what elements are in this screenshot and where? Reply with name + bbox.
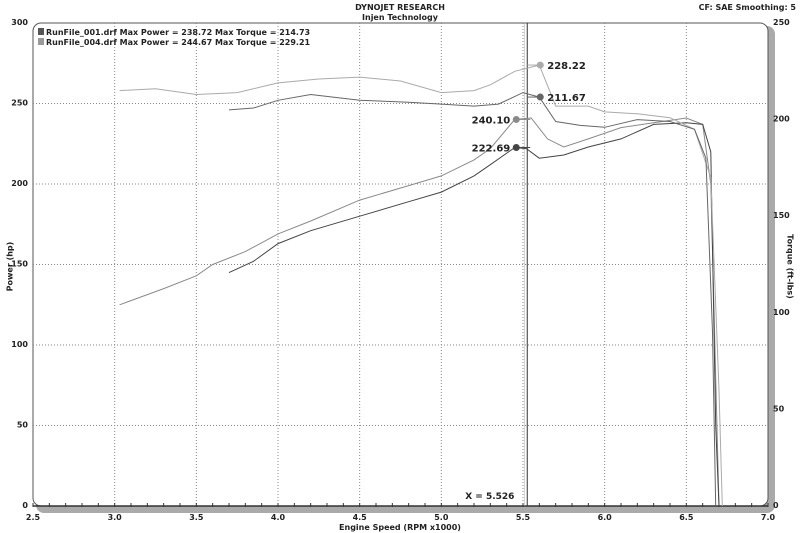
legend-item-run004: RunFile_004.drf Max Power = 244.67 Max T… xyxy=(38,38,310,47)
chart-subtitle: Injen Technology xyxy=(362,13,438,22)
y-tick-label: 100 xyxy=(11,340,28,349)
y2-tick-label: 250 xyxy=(773,18,790,27)
series-line-torque-3 xyxy=(228,92,717,507)
x-tick-label: 6.5 xyxy=(679,513,694,522)
series-line-power-1 xyxy=(228,122,720,507)
y-tick-label: 200 xyxy=(11,179,28,188)
legend-swatch xyxy=(38,38,44,45)
value-marker xyxy=(512,143,520,151)
x-tick-label: 4.0 xyxy=(271,513,286,522)
value-label: 211.67 xyxy=(547,93,586,104)
y-tick-label: 150 xyxy=(11,260,28,269)
cursor-readout: X = 5.526 xyxy=(465,492,514,502)
x-tick-label: 6.0 xyxy=(598,513,613,522)
y-tick-label: 300 xyxy=(11,18,28,27)
legend-item-run001: RunFile_001.drf Max Power = 238.72 Max T… xyxy=(38,28,310,37)
x-tick-label: 3.0 xyxy=(108,513,123,522)
legend-text: RunFile_001.drf Max Power = 238.72 Max T… xyxy=(46,28,311,37)
x-tick-label: 7.0 xyxy=(761,513,776,522)
y-tick-label: 50 xyxy=(17,421,29,430)
settings-readout: CF: SAE Smoothing: 5 xyxy=(698,3,796,12)
x-axis-label: Engine Speed (RPM x1000) xyxy=(339,523,461,532)
y-tick-label: 250 xyxy=(11,99,28,108)
legend-text: RunFile_004.drf Max Power = 244.67 Max T… xyxy=(46,38,311,47)
value-label: 240.10 xyxy=(472,115,511,126)
y2-tick-label: 200 xyxy=(773,115,790,124)
x-tick-label: 2.5 xyxy=(26,513,41,522)
value-marker xyxy=(536,61,544,69)
x-tick-label: 4.5 xyxy=(353,513,368,522)
y-tick-label: 0 xyxy=(22,501,28,510)
chart-title: DYNOJET RESEARCH xyxy=(355,3,445,12)
y2-axis-label: Torque (ft-lbs) xyxy=(785,234,795,299)
x-tick-label: 5.5 xyxy=(516,513,531,522)
y2-tick-label: 150 xyxy=(773,211,790,220)
value-marker xyxy=(512,115,520,123)
legend-swatch xyxy=(38,28,44,35)
value-label: 222.69 xyxy=(472,143,511,154)
x-tick-label: 3.5 xyxy=(189,513,204,522)
value-marker xyxy=(536,93,544,101)
y-axis-label: Power (hp) xyxy=(5,241,15,292)
y2-tick-label: 0 xyxy=(773,501,779,510)
value-label: 228.22 xyxy=(547,61,586,72)
y2-tick-label: 50 xyxy=(773,404,785,413)
x-tick-label: 5.0 xyxy=(434,513,449,522)
series-line-torque-2 xyxy=(119,64,723,507)
series-line-power-0 xyxy=(119,117,720,507)
y2-tick-label: 100 xyxy=(773,308,790,317)
